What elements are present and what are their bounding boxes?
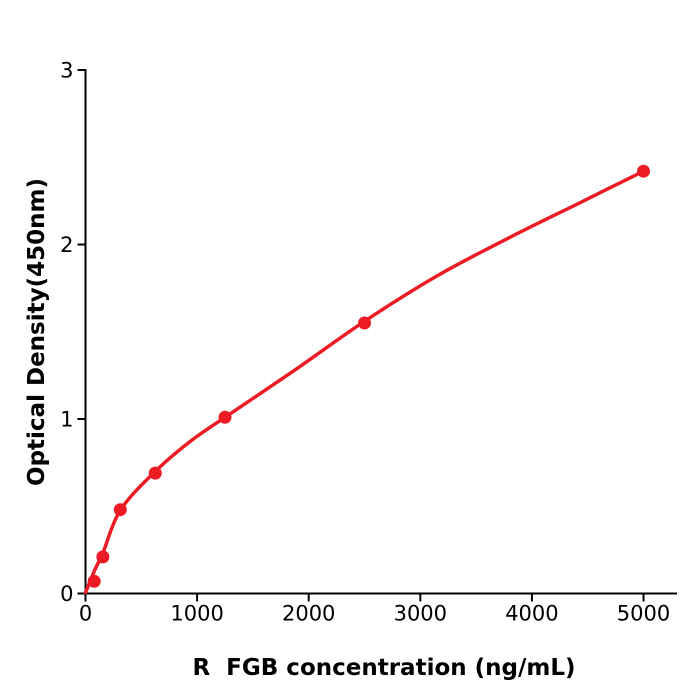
data-point [87,574,101,588]
data-point [637,164,650,178]
x-tick-label: 3000 [394,602,447,626]
y-tick-label: 3 [60,59,73,83]
x-axis-ticks: 0 1000 2000 3000 4000 5000 [79,593,670,626]
x-tick-label: 5000 [617,602,670,626]
y-tick-label: 2 [60,233,73,257]
data-point [218,410,232,424]
x-tick-label: 1000 [170,602,223,626]
y-axis-label: Optical Density(450nm) [24,178,50,486]
plot-area [83,164,650,595]
x-axis-label: R FGB concentration (ng/mL) [192,655,575,681]
x-tick-label: 4000 [505,602,558,626]
data-points [87,164,650,588]
data-point [96,550,110,564]
fitted-curve-path [83,169,646,595]
data-point [148,466,162,480]
data-point [113,503,127,517]
y-tick-label: 1 [60,408,73,432]
x-tick-label: 0 [79,602,92,626]
axes: 0 1000 2000 3000 4000 5000 0 1 2 3 [60,59,677,626]
data-point [358,316,371,330]
y-axis-ticks: 0 1 2 3 [60,59,86,606]
y-tick-label: 0 [60,582,73,606]
x-tick-label: 2000 [282,602,335,626]
